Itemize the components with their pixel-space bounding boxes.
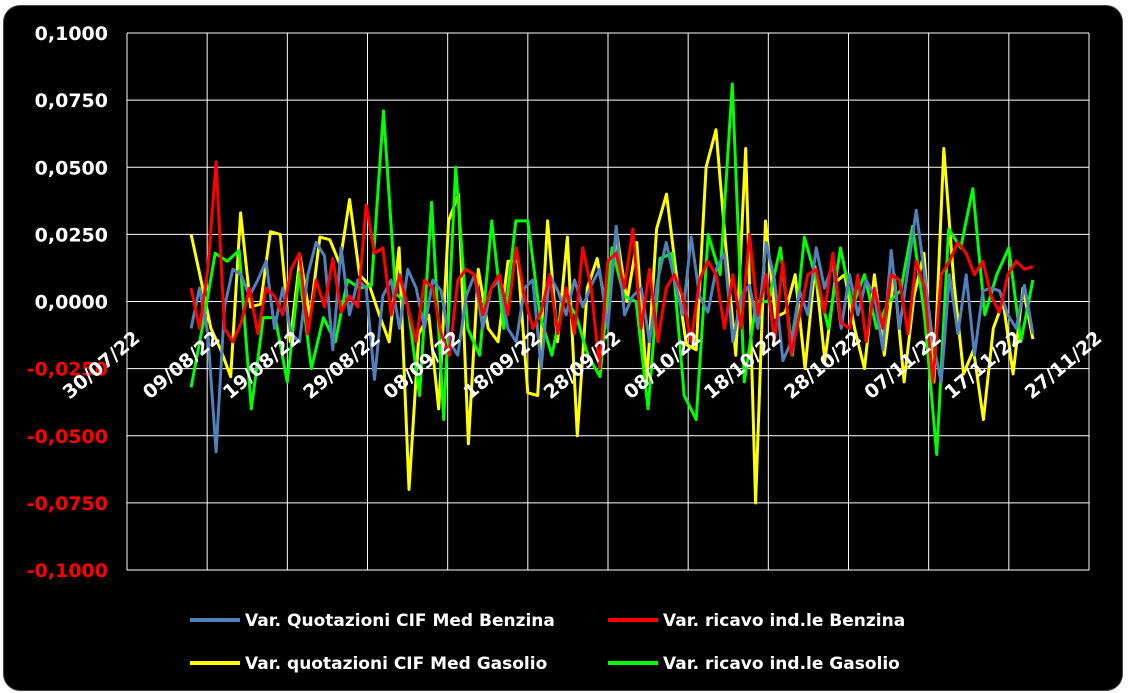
- x-tick-label: 08/10/22: [620, 327, 706, 404]
- y-axis-ticks: 0,1000 0,0750 0,0500 0,0250 0,0000 -0,0250 -0,…: [27, 23, 108, 582]
- series-line-1: [189, 160, 1034, 384]
- legend: Var. Quotazioni CIF Med Benzina Var. rica…: [190, 611, 905, 674]
- y-tick-label: 0,0500: [35, 157, 108, 179]
- y-tick-label: 0,0250: [35, 224, 108, 246]
- series-line-0: [189, 208, 1035, 454]
- legend-label-2: Var. quotazioni CIF Med Gasolio: [245, 654, 547, 674]
- y-tick-label: -0,0250: [27, 359, 108, 381]
- y-tick-label: 0,0000: [35, 292, 108, 314]
- legend-label-1: Var. ricavo ind.le Benzina: [663, 611, 905, 631]
- y-tick-label: -0,0500: [27, 426, 108, 448]
- series-layer: [189, 82, 1035, 505]
- y-tick-label: -0,1000: [27, 560, 108, 582]
- y-tick-label: -0,0750: [27, 493, 108, 515]
- legend-label-0: Var. Quotazioni CIF Med Benzina: [245, 611, 555, 631]
- y-tick-label: 0,1000: [35, 23, 108, 45]
- y-tick-label: 0,0750: [35, 90, 108, 112]
- legend-label-3: Var. ricavo ind.le Gasolio: [663, 654, 900, 674]
